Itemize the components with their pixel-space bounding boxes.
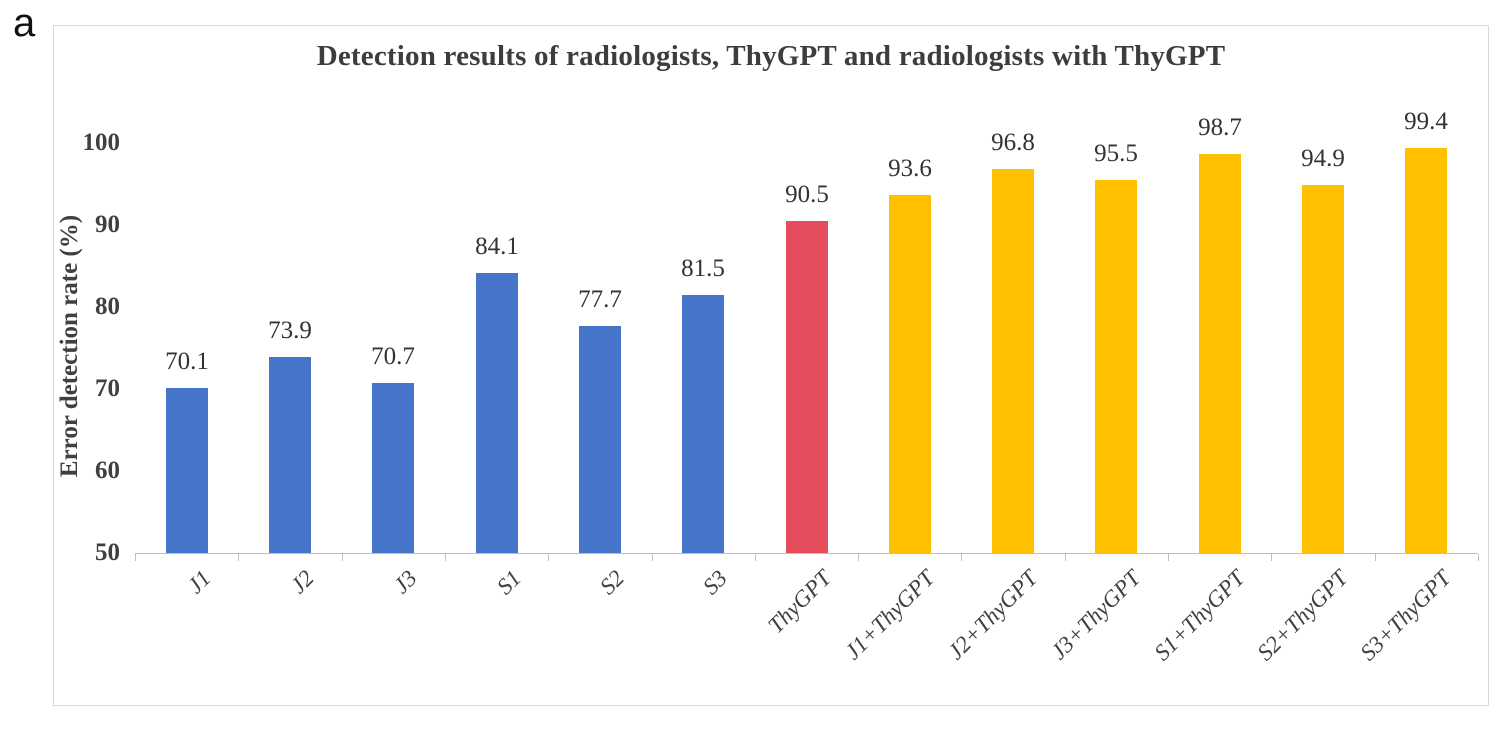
x-axis-tick [1065, 554, 1066, 561]
y-tick-label-80: 80 [95, 293, 120, 320]
value-label-S2+ThyGPT: 94.9 [1301, 145, 1345, 172]
bar-S1+ThyGPT [1199, 154, 1241, 553]
bar-J1 [166, 388, 208, 553]
bar-J3+ThyGPT [1095, 180, 1137, 553]
y-tick-label-60: 60 [95, 457, 120, 484]
y-tick-label-90: 90 [95, 211, 120, 238]
value-label-S1: 84.1 [475, 233, 519, 260]
x-axis-tick [961, 554, 962, 561]
x-axis-tick [445, 554, 446, 561]
y-tick-label-50: 50 [95, 539, 120, 566]
x-axis-tick [1168, 554, 1169, 561]
value-label-J1: 70.1 [165, 348, 209, 375]
bar-S3+ThyGPT [1405, 148, 1447, 553]
value-label-S3: 81.5 [681, 255, 725, 282]
bar-J1+ThyGPT [889, 195, 931, 553]
value-label-J1+ThyGPT: 93.6 [888, 155, 932, 182]
bar-S1 [476, 273, 518, 553]
bar-J2+ThyGPT [992, 169, 1034, 553]
y-axis-title: Error detection rate (%) [56, 214, 83, 478]
y-tick-label-70: 70 [95, 375, 120, 402]
value-label-J2: 73.9 [268, 317, 312, 344]
value-label-S2: 77.7 [578, 286, 622, 313]
x-axis-tick [548, 554, 549, 561]
x-axis-tick [652, 554, 653, 561]
bar-J2 [269, 357, 311, 553]
x-axis-tick [1478, 554, 1479, 561]
bar-S3 [682, 295, 724, 553]
x-axis-tick [755, 554, 756, 561]
x-axis-tick [238, 554, 239, 561]
value-label-J2+ThyGPT: 96.8 [991, 129, 1035, 156]
value-label-J3+ThyGPT: 95.5 [1094, 140, 1138, 167]
value-label-S1+ThyGPT: 98.7 [1198, 114, 1242, 141]
value-label-ThyGPT: 90.5 [785, 181, 829, 208]
x-axis-tick [1375, 554, 1376, 561]
x-axis-tick [1271, 554, 1272, 561]
x-axis-tick [858, 554, 859, 561]
bar-J3 [372, 383, 414, 553]
bar-ThyGPT [786, 221, 828, 553]
value-label-S3+ThyGPT: 99.4 [1404, 108, 1448, 135]
value-label-J3: 70.7 [371, 343, 415, 370]
chart-title: Detection results of radiologists, ThyGP… [316, 40, 1226, 72]
y-tick-label-100: 100 [82, 129, 121, 156]
bar-S2+ThyGPT [1302, 185, 1344, 553]
bar-S2 [579, 326, 621, 553]
x-axis-tick [342, 554, 343, 561]
x-axis-line [135, 553, 1478, 554]
panel-label: a [13, 1, 36, 45]
x-axis-tick [135, 554, 136, 561]
